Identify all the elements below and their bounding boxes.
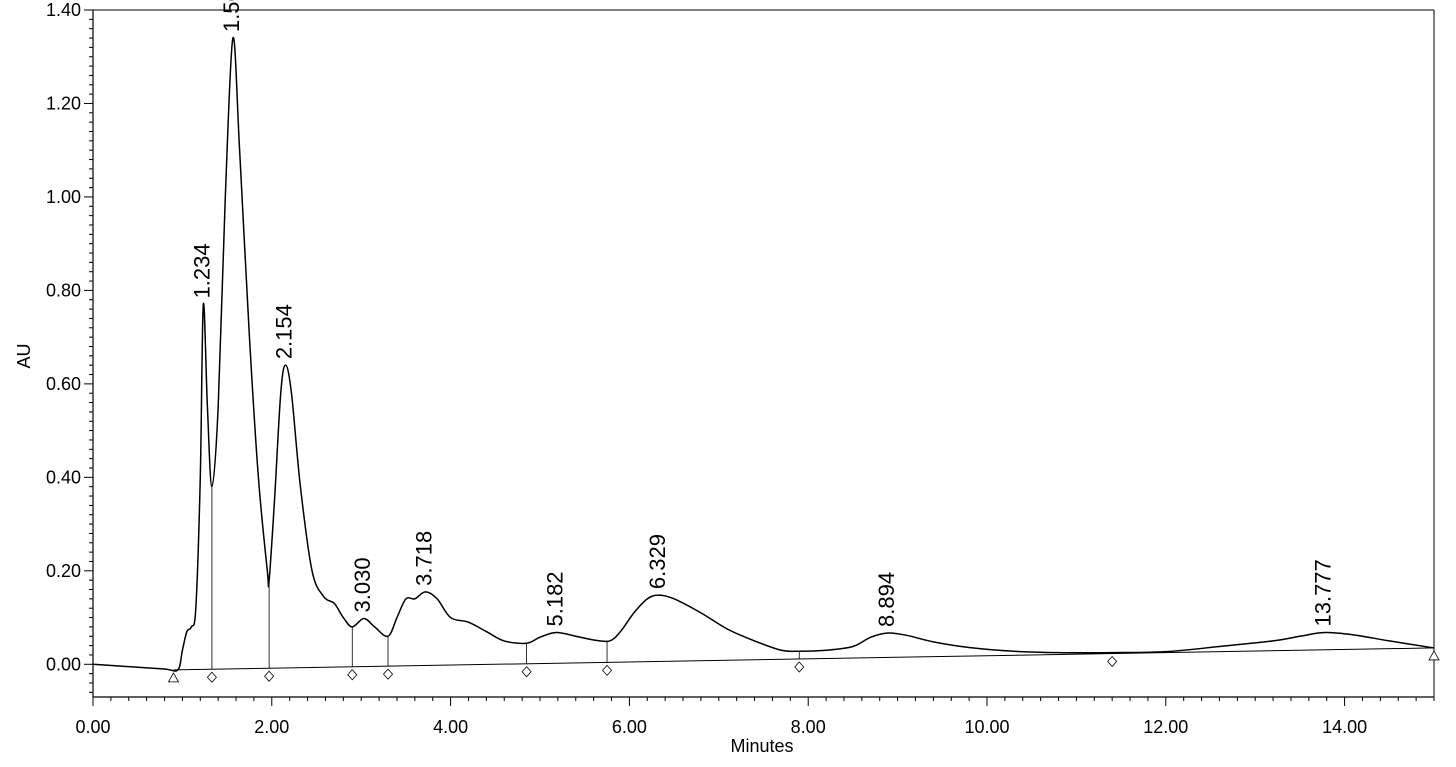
peak-boundary-markers [167, 650, 1440, 683]
plot-frame [92, 9, 1435, 698]
x-tick-label: 12.00 [1143, 717, 1188, 737]
x-tick-label: 10.00 [964, 717, 1009, 737]
peak-label: 8.894 [874, 572, 899, 627]
diamond-marker [206, 671, 217, 683]
peak-label: 3.718 [411, 531, 436, 586]
x-tick-label: 4.00 [433, 717, 468, 737]
diamond-marker [794, 661, 805, 673]
diamond-marker [382, 668, 394, 680]
x-tick-label: 6.00 [612, 717, 647, 737]
peak-label: 2.154 [272, 304, 297, 359]
y-tick-label: 1.40 [46, 0, 81, 20]
integration-baseline [173, 647, 1435, 671]
triangle-marker [167, 672, 180, 683]
triangle-marker [1428, 650, 1440, 661]
peak-labels: 1.234 1.565 2.154 3.030 3.718 5.182 6.329 8.894… [189, 0, 1335, 627]
integration-baseline-group [173, 647, 1435, 671]
x-axis-label: Minutes [730, 736, 793, 756]
peak-label: 1.565 [219, 0, 244, 32]
y-tick-label: 0.00 [46, 654, 81, 674]
peak-label: 5.182 [542, 571, 567, 626]
y-tick-label: 0.60 [46, 374, 81, 394]
chromatogram-trace-group [92, 36, 1435, 672]
x-tick-label: 14.00 [1322, 717, 1367, 737]
y-tick-label: 0.40 [46, 467, 81, 487]
x-tick-label: 2.00 [254, 717, 289, 737]
y-axis: 0.00 0.20 0.40 0.60 0.80 1.00 1.20 1.40 [46, 0, 93, 693]
x-tick-label: 0.00 [75, 717, 110, 737]
y-tick-label: 0.20 [46, 561, 81, 581]
diamond-marker [602, 664, 613, 676]
diamond-marker [521, 666, 532, 678]
chromatogram-trace [92, 36, 1435, 672]
diamond-marker [1107, 655, 1118, 668]
peak-label: 13.777 [1311, 559, 1336, 626]
x-axis: 0.00 2.00 4.00 6.00 8.00 10.00 12.00 14.00 [75, 697, 1435, 737]
peak-boundary-lines [211, 486, 1113, 670]
y-tick-label: 0.80 [46, 280, 81, 300]
peak-label: 6.329 [645, 534, 670, 589]
diamond-marker [347, 669, 358, 681]
diamond-marker [264, 670, 275, 682]
y-axis-label: AU [14, 343, 34, 368]
y-tick-label: 1.00 [46, 187, 81, 207]
peak-label: 1.234 [189, 243, 214, 298]
peak-label: 3.030 [350, 557, 375, 612]
x-tick-label: 8.00 [791, 717, 826, 737]
y-tick-label: 1.20 [46, 93, 81, 113]
